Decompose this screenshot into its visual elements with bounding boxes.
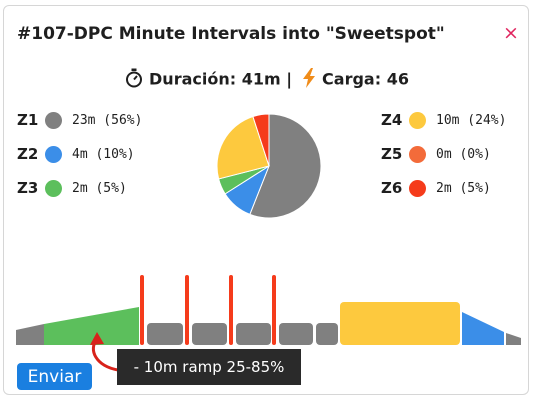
zone-row-z4: Z4 10m (24%) [381, 110, 506, 130]
zone-color-dot [409, 145, 426, 163]
zone-value: 23m (56%) [72, 112, 143, 128]
zone-value: 10m (24%) [436, 112, 507, 128]
recovery-block-4[interactable] [279, 323, 313, 345]
interval-surge-2[interactable] [185, 275, 189, 345]
workout-title: #107-DPC Minute Intervals into "Sweetspo… [17, 24, 445, 44]
zone-color-dot [409, 179, 426, 197]
duration-text: Duración: 41m | [149, 69, 293, 89]
zone-label: Z2 [17, 145, 39, 163]
stopwatch-icon [125, 68, 143, 92]
send-button[interactable]: Enviar [17, 363, 92, 390]
zone-color-dot [45, 179, 62, 197]
pie-slice-z6 [252, 113, 270, 167]
lightning-bolt-icon [302, 68, 316, 92]
warmup-ramp-low-segment[interactable] [16, 324, 44, 345]
workout-card: #107-DPC Minute Intervals into "Sweetspo… [3, 5, 529, 395]
zone-color-dot [45, 111, 62, 129]
hover-arrow-icon [90, 332, 120, 372]
warmup-ramp-segment[interactable] [44, 307, 139, 345]
zone-value: 0m (0%) [436, 146, 491, 162]
zone-row-z5: Z5 0m (0%) [381, 144, 491, 164]
cooldown-ramp-segment[interactable] [462, 312, 504, 345]
zone-label: Z5 [381, 145, 403, 163]
recovery-block-1[interactable] [147, 323, 183, 345]
recovery-block-2[interactable] [192, 323, 227, 345]
zone-label: Z4 [381, 111, 403, 129]
zone-label: Z3 [17, 179, 39, 197]
zone-label: Z6 [381, 179, 403, 197]
close-button[interactable]: × [503, 22, 519, 44]
interval-surge-4[interactable] [272, 275, 276, 345]
load-text: Carga: 46 [322, 69, 409, 89]
zone-label: Z1 [17, 111, 39, 129]
interval-surge-3[interactable] [229, 275, 233, 345]
zone-row-z6: Z6 2m (5%) [381, 178, 491, 198]
zone-value: 2m (5%) [72, 180, 127, 196]
zone-value: 2m (5%) [436, 180, 491, 196]
zone-row-z3: Z3 2m (5%) [17, 178, 127, 198]
recovery-block-3[interactable] [236, 323, 271, 345]
zone-color-dot [45, 145, 62, 163]
recovery-block-5[interactable] [316, 323, 338, 345]
workout-profile-chart [16, 275, 521, 345]
cooldown-ramp-end-segment[interactable] [506, 333, 521, 345]
segment-tooltip: - 10m ramp 25-85% [117, 349, 301, 385]
workout-summary: Duración: 41m | Carga: 46 [4, 68, 530, 92]
zone-value: 4m (10%) [72, 146, 135, 162]
zone-distribution-pie [216, 113, 322, 219]
interval-surge-1[interactable] [140, 275, 144, 345]
pie-slice-z1 [249, 113, 322, 219]
sweetspot-block[interactable] [340, 302, 460, 345]
pie-slice-z4 [216, 115, 270, 180]
zone-row-z2: Z2 4m (10%) [17, 144, 135, 164]
zone-color-dot [409, 111, 426, 129]
zone-row-z1: Z1 23m (56%) [17, 110, 142, 130]
